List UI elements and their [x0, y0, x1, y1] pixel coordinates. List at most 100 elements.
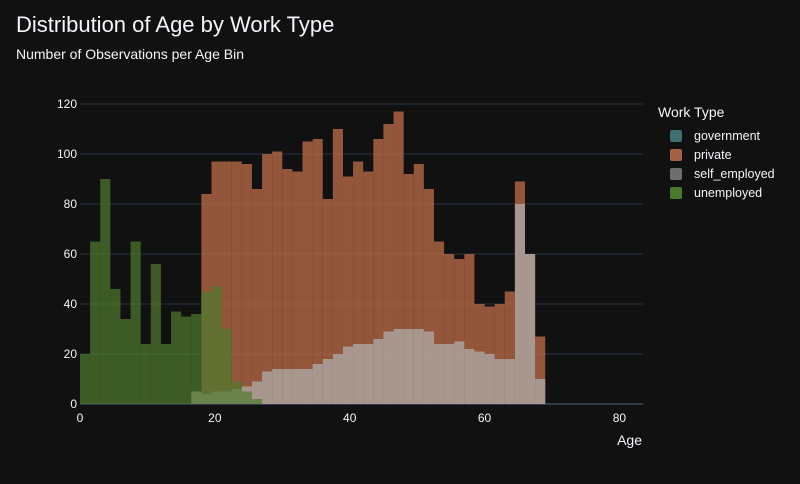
bar-private	[241, 164, 252, 404]
bar-private	[464, 254, 475, 404]
legend-label: unemployed	[694, 185, 763, 200]
bar-private	[221, 161, 232, 404]
bar-self_employed	[353, 344, 364, 404]
x-tick-label: 20	[208, 411, 222, 425]
bar-unemployed	[251, 399, 263, 404]
bar-private	[292, 171, 303, 404]
bar-private	[353, 161, 364, 404]
bar-private	[312, 139, 323, 404]
x-axis-title: Age	[617, 432, 642, 448]
y-tick-label: 120	[57, 97, 77, 111]
bar-self_employed	[251, 381, 263, 404]
bar-self_employed	[484, 354, 495, 404]
bar-private	[504, 291, 515, 404]
bar-unemployed	[140, 344, 151, 404]
legend-item-self_employed[interactable]: self_employed	[658, 164, 775, 183]
bar-private	[211, 161, 222, 404]
bar-unemployed	[110, 289, 121, 404]
legend-item-private[interactable]: private	[658, 145, 775, 164]
bar-private	[342, 176, 354, 404]
bar-private	[413, 164, 424, 404]
legend-item-government[interactable]: government	[658, 126, 775, 145]
bar-self_employed	[363, 344, 374, 404]
bar-self_employed	[403, 329, 414, 404]
bar-self_employed	[474, 351, 485, 404]
legend-label: government	[694, 128, 761, 143]
bar-unemployed	[100, 179, 111, 404]
legend-swatch	[670, 148, 682, 161]
bar-self_employed	[413, 329, 424, 404]
bar-self_employed	[525, 254, 536, 404]
bar-private	[302, 141, 313, 404]
bar-unemployed	[120, 319, 131, 404]
x-tick-label: 80	[613, 411, 627, 425]
legend-item-unemployed[interactable]: unemployed	[658, 183, 775, 202]
bar-private	[403, 174, 414, 404]
y-tick-label: 40	[64, 297, 78, 311]
bar-self_employed	[332, 354, 343, 404]
bar-self_employed	[322, 359, 333, 404]
bar-unemployed	[241, 391, 252, 404]
bar-unemployed	[80, 354, 91, 404]
bar-private	[454, 259, 465, 404]
legend-title: Work Type	[658, 104, 725, 120]
legend-swatch	[670, 186, 682, 199]
bar-self_employed	[433, 344, 445, 404]
legend-swatch	[670, 129, 682, 142]
bar-self_employed	[464, 349, 475, 404]
x-tick-label: 0	[77, 411, 84, 425]
y-tick-label: 100	[57, 147, 77, 161]
bar-self_employed	[262, 371, 273, 404]
bar-private	[251, 189, 263, 404]
bar-unemployed	[171, 311, 182, 404]
bar-unemployed	[231, 381, 242, 404]
bar-unemployed	[221, 329, 232, 404]
bar-private	[262, 154, 273, 404]
x-tick-label: 60	[478, 411, 492, 425]
bar-self_employed	[342, 346, 354, 404]
legend-label: private	[694, 147, 732, 162]
y-tick-label: 80	[64, 197, 78, 211]
bar-private	[535, 336, 546, 404]
bar-unemployed	[181, 316, 192, 404]
bar-unemployed	[150, 264, 161, 404]
chart-title: Distribution of Age by Work Type	[16, 12, 335, 37]
y-tick-label: 20	[64, 347, 78, 361]
bar-unemployed	[130, 241, 141, 404]
bars	[80, 111, 546, 404]
bar-private	[433, 241, 445, 404]
bar-self_employed	[423, 331, 434, 404]
bar-self_employed	[444, 344, 455, 404]
bar-private	[322, 199, 333, 404]
bar-private	[272, 151, 283, 404]
bar-private	[231, 161, 242, 404]
bar-self_employed	[494, 359, 505, 404]
legend-label: self_employed	[694, 166, 775, 181]
bar-unemployed	[211, 286, 222, 404]
legend: Work Type government private self_employed…	[658, 104, 775, 202]
bar-unemployed	[201, 291, 212, 404]
bar-private	[363, 171, 374, 404]
bar-self_employed	[393, 329, 404, 404]
bar-self_employed	[282, 369, 293, 404]
bar-private	[383, 124, 394, 404]
bar-self_employed	[292, 369, 303, 404]
bar-self_employed	[514, 204, 526, 404]
y-tick-label: 0	[70, 397, 77, 411]
bar-self_employed	[504, 359, 515, 404]
bar-self_employed	[383, 331, 394, 404]
bar-private	[373, 139, 384, 404]
bar-self_employed	[312, 364, 323, 404]
x-axis-ticks: 0 20 40 60 80	[77, 411, 627, 425]
bar-private	[444, 254, 455, 404]
bar-private	[282, 169, 293, 404]
bar-private	[494, 304, 505, 404]
bar-private	[393, 111, 404, 404]
bar-private	[332, 129, 343, 404]
bar-private	[423, 189, 434, 404]
bar-self_employed	[373, 339, 384, 404]
y-axis-ticks: 0 20 40 60 80 100 120	[57, 97, 77, 411]
bar-unemployed	[160, 344, 172, 404]
bar-unemployed	[191, 314, 202, 404]
